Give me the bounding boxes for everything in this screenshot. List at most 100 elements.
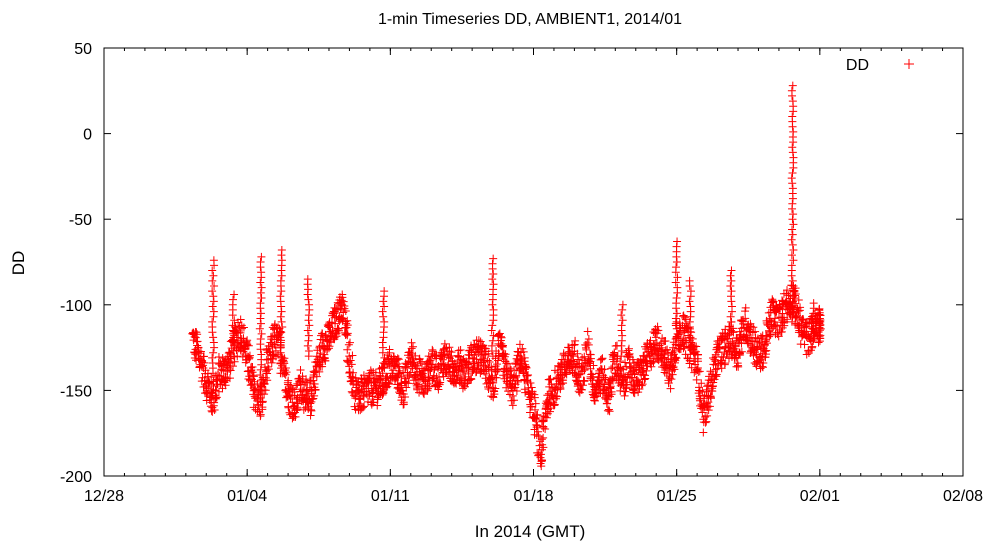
data-point (789, 246, 798, 255)
data-point (293, 403, 302, 412)
data-point (311, 386, 320, 395)
data-point (788, 81, 797, 90)
data-point (229, 295, 238, 304)
data-point (715, 344, 724, 353)
data-point (245, 354, 254, 363)
data-point (567, 356, 576, 365)
data-point (727, 287, 736, 296)
data-point (788, 215, 797, 224)
data-point (458, 367, 467, 376)
data-point (398, 386, 407, 395)
data-point (787, 251, 796, 260)
data-point (789, 256, 798, 265)
data-point (690, 349, 699, 358)
data-point (668, 348, 677, 357)
data-point (440, 339, 449, 348)
x-tick-label: 02/08 (943, 488, 983, 505)
data-point (249, 372, 258, 381)
data-point (598, 354, 607, 363)
data-point (379, 389, 388, 398)
data-point (369, 398, 378, 407)
data-point (305, 321, 314, 330)
data-point (660, 353, 669, 362)
data-point (795, 321, 804, 330)
data-point (237, 334, 246, 343)
data-point (209, 338, 218, 347)
data-point (397, 372, 406, 381)
data-point (489, 331, 498, 340)
data-point (634, 377, 643, 386)
data-point (672, 258, 681, 266)
data-point (355, 399, 364, 408)
data-point (685, 359, 694, 368)
data-point (788, 312, 797, 321)
data-point (228, 321, 237, 330)
data-point (257, 376, 266, 385)
data-point (537, 455, 546, 464)
data-point (770, 317, 779, 326)
data-point (208, 353, 217, 362)
data-point (727, 266, 736, 275)
plot-frame (103, 47, 964, 477)
data-point (808, 324, 817, 333)
data-point (343, 345, 352, 354)
data-point (487, 371, 496, 380)
data-point (256, 299, 265, 308)
data-point (515, 340, 524, 349)
data-point (245, 351, 254, 360)
y-tick-label: 50 (74, 41, 92, 58)
data-point (488, 321, 497, 330)
data-point (532, 431, 541, 440)
data-point (614, 363, 623, 372)
data-point (789, 281, 798, 290)
data-point (299, 405, 308, 414)
data-point (685, 297, 694, 306)
data-point (276, 359, 285, 368)
data-point (654, 326, 663, 335)
data-point (244, 341, 253, 350)
data-point (589, 372, 598, 381)
data-point (741, 303, 750, 312)
data-point (457, 374, 466, 383)
data-point (209, 333, 218, 342)
data-point (303, 341, 312, 350)
data-point (809, 329, 818, 338)
data-point (546, 375, 555, 384)
data-point (705, 402, 714, 411)
data-point (526, 408, 535, 417)
data-point (712, 370, 721, 379)
data-point (409, 342, 418, 351)
data-point (210, 281, 219, 290)
data-point (305, 383, 314, 392)
data-point (763, 339, 772, 348)
data-point (425, 357, 434, 366)
data-point (539, 443, 548, 452)
data-point (701, 418, 710, 427)
data-point (284, 376, 293, 385)
data-point (730, 354, 739, 363)
data-point (479, 355, 488, 364)
data-point (402, 378, 411, 387)
data-point (303, 326, 312, 335)
data-point (257, 329, 266, 338)
data-point (380, 317, 389, 326)
data-point (487, 326, 496, 335)
data-point (343, 331, 352, 340)
data-point (661, 336, 670, 345)
data-point (686, 333, 695, 342)
data-point (573, 349, 582, 358)
data-point (580, 365, 589, 374)
data-point (411, 351, 420, 360)
data-point (324, 344, 333, 353)
data-point (769, 297, 778, 306)
data-point (582, 345, 591, 354)
data-point (482, 369, 491, 378)
data-point (276, 369, 285, 378)
data-point (809, 299, 818, 308)
data-point (641, 374, 650, 383)
data-point (673, 273, 682, 282)
data-point (410, 360, 419, 369)
data-point (546, 407, 555, 416)
data-point (428, 345, 437, 354)
data-point (559, 350, 568, 359)
